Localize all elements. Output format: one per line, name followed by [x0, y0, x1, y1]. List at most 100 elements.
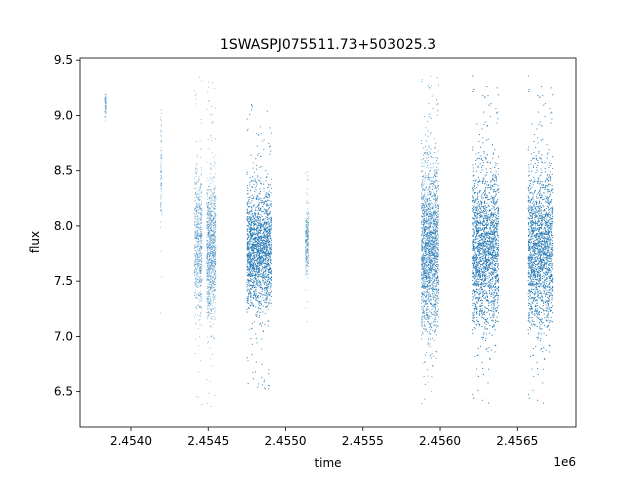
data-point [198, 257, 200, 259]
data-point [160, 165, 162, 167]
data-point [160, 172, 162, 174]
data-point [195, 255, 197, 257]
data-point [196, 93, 197, 95]
data-point [199, 281, 201, 283]
data-point [160, 160, 162, 162]
data-point [200, 119, 202, 121]
data-point [210, 163, 212, 165]
data-point [207, 229, 209, 231]
data-point [208, 86, 209, 88]
data-point [215, 262, 217, 264]
data-point [213, 176, 215, 178]
data-point [199, 239, 201, 241]
data-point [252, 302, 254, 304]
data-point [214, 138, 216, 140]
data-point [105, 94, 107, 96]
data-point [213, 228, 215, 230]
data-point [215, 271, 217, 273]
data-point [215, 198, 217, 200]
data-point [105, 98, 107, 100]
data-point [209, 300, 211, 302]
data-point [206, 262, 208, 264]
data-point [208, 286, 210, 288]
data-point [200, 218, 202, 220]
data-point [195, 307, 197, 308]
data-point [105, 96, 107, 98]
data-point [196, 210, 198, 212]
data-point [207, 205, 209, 207]
data-point [209, 214, 211, 216]
data-point [197, 250, 199, 252]
data-point [194, 291, 196, 293]
data-point [195, 283, 197, 285]
data-point [214, 244, 216, 246]
data-point [195, 396, 197, 397]
data-point [197, 206, 198, 208]
data-point [212, 302, 214, 304]
data-point [199, 246, 201, 248]
data-point [212, 180, 214, 182]
data-point [199, 292, 201, 294]
data-point [201, 226, 203, 228]
data-point [199, 219, 201, 221]
data-point [211, 257, 213, 259]
data-point [196, 221, 198, 223]
data-point [208, 235, 210, 237]
data-point [213, 187, 215, 189]
data-point [268, 301, 270, 303]
data-point [200, 167, 202, 169]
data-point [194, 274, 196, 276]
data-point [199, 275, 201, 277]
data-point [210, 238, 212, 240]
data-point [209, 203, 211, 205]
data-point [199, 319, 201, 320]
data-point [199, 294, 201, 295]
data-point [207, 274, 209, 276]
data-point [207, 208, 209, 210]
data-point [215, 258, 216, 260]
data-point [200, 208, 202, 210]
data-point [196, 246, 198, 248]
data-point [211, 287, 212, 289]
data-point [196, 162, 198, 164]
data-point [196, 227, 197, 228]
data-point [199, 213, 201, 215]
data-point [212, 242, 214, 244]
data-point [197, 236, 199, 238]
data-point [213, 300, 214, 301]
data-point [208, 262, 210, 264]
data-point [201, 213, 203, 215]
data-point [199, 208, 201, 209]
data-point [207, 273, 209, 275]
data-point [200, 174, 202, 176]
data-point [197, 284, 199, 286]
data-point [210, 251, 212, 253]
data-point [210, 212, 212, 214]
data-point [214, 191, 216, 193]
data-point [161, 276, 163, 278]
data-point [195, 308, 197, 310]
data-point [199, 249, 201, 251]
data-point [214, 310, 216, 312]
data-point [269, 213, 271, 215]
data-point [196, 282, 198, 284]
data-point [196, 259, 198, 261]
data-point [201, 269, 203, 271]
data-point [215, 196, 217, 197]
data-point [196, 262, 198, 264]
data-point [160, 124, 162, 126]
data-point [209, 247, 211, 249]
point-cluster [193, 76, 203, 406]
data-point [199, 248, 201, 249]
data-point [197, 278, 199, 280]
data-point [105, 101, 107, 102]
data-point [194, 184, 196, 186]
data-point [104, 110, 106, 112]
data-point [160, 183, 162, 184]
data-point [160, 132, 162, 134]
data-point [209, 289, 211, 291]
data-point [213, 323, 215, 325]
data-point [194, 208, 195, 210]
data-point [199, 222, 201, 224]
data-point [207, 341, 209, 343]
